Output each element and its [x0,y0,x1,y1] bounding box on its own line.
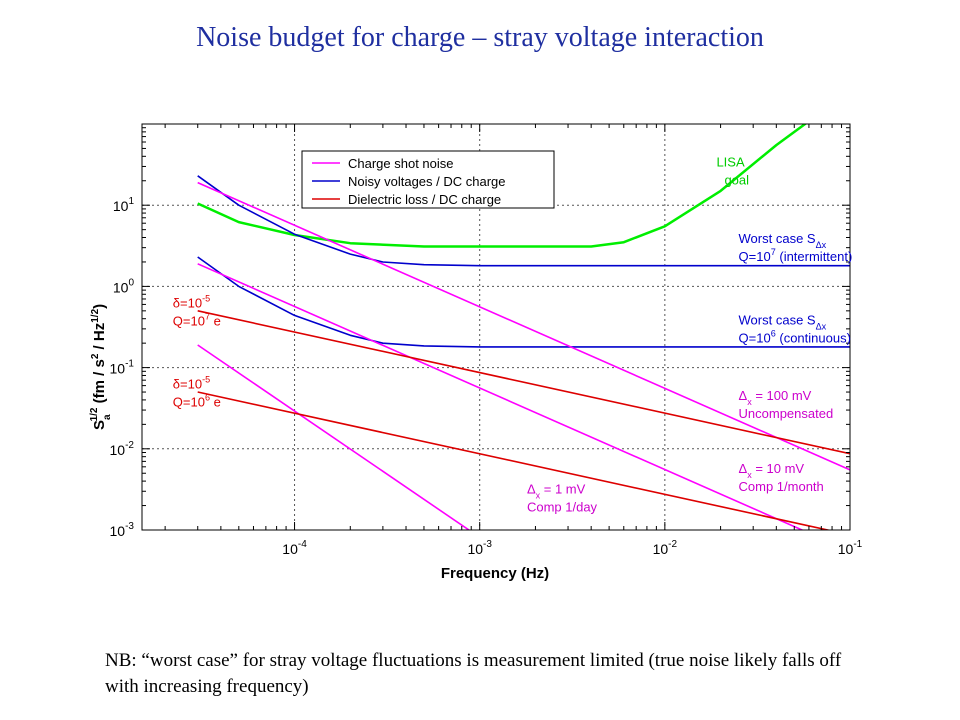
annotation-1-line-2: goal [724,172,749,187]
annotation-6-line-1: Δx = 100 mV [739,388,812,407]
series-line-3 [197,256,850,348]
annotation-2-line-2: Q=107 (intermittent) [739,247,853,264]
annotation-2-line-1: Worst case SΔx [739,231,827,250]
annotation-5-line-1: δ=10-5 [173,375,210,392]
footnote: NB: “worst case” for stray voltage fluct… [105,650,842,697]
series-line-5 [197,263,805,530]
annotation-5-line-2: Q=106 e [173,393,221,410]
annotation-8-line-2: Comp 1/day [527,500,598,515]
x-axis-label: Frequency (Hz) [441,565,549,582]
annotation-4-line-2: Q=107 e [173,311,221,328]
annotation-7-line-1: Δx = 10 mV [739,461,805,480]
y-tick-label: 100 [113,277,135,295]
series-line-8 [197,391,832,530]
x-tick-label: 10-2 [653,539,678,557]
annotation-8-line-1: Δx = 1 mV [527,482,586,501]
x-tick-label: 10-1 [838,539,863,557]
legend-label: Noisy voltages / DC charge [348,174,506,189]
y-tick-label: 10-3 [110,521,135,539]
x-tick-label: 10-4 [282,539,307,557]
series-line-6 [197,344,471,530]
plot-frame [141,123,851,531]
slide-title: Noise budget for charge – stray voltage … [196,22,764,53]
y-tick-label: 10-1 [110,359,135,377]
noise-budget-chart: 10-4 10-3 10-2 10-1 101 100 10-1 10-2 10-3 LISA g… [89,123,863,582]
series-line-2 [197,175,850,267]
series-line-7 [197,310,850,455]
series-lines [197,124,850,530]
y-tick-label: 10-2 [110,440,135,458]
legend: Charge shot noise Noisy voltages / DC cha… [301,150,555,209]
series-line-1 [197,124,808,248]
annotation-6-line-2: Uncompensated [739,406,834,421]
legend-label: Charge shot noise [348,156,454,171]
x-tick-label: 10-3 [467,539,492,557]
y-axis-label: Sa1/2 (fm / s2 / Hz1/2) [89,304,113,430]
annotation-1-line-1: LISA [716,154,745,169]
legend-box [301,150,555,209]
legend-label: Dielectric loss / DC charge [348,192,501,207]
annotation-3-line-2: Q=106 (continuous) [739,328,851,345]
y-axis-label-text: Sa1/2 (fm / s2 / Hz1/2) [89,304,113,430]
annotation-4-line-1: δ=10-5 [173,293,210,310]
series-line-4 [197,181,850,471]
annotation-7-line-2: Comp 1/month [739,479,824,494]
annotation-3-line-1: Worst case SΔx [739,312,827,331]
y-tick-label: 101 [113,196,135,214]
